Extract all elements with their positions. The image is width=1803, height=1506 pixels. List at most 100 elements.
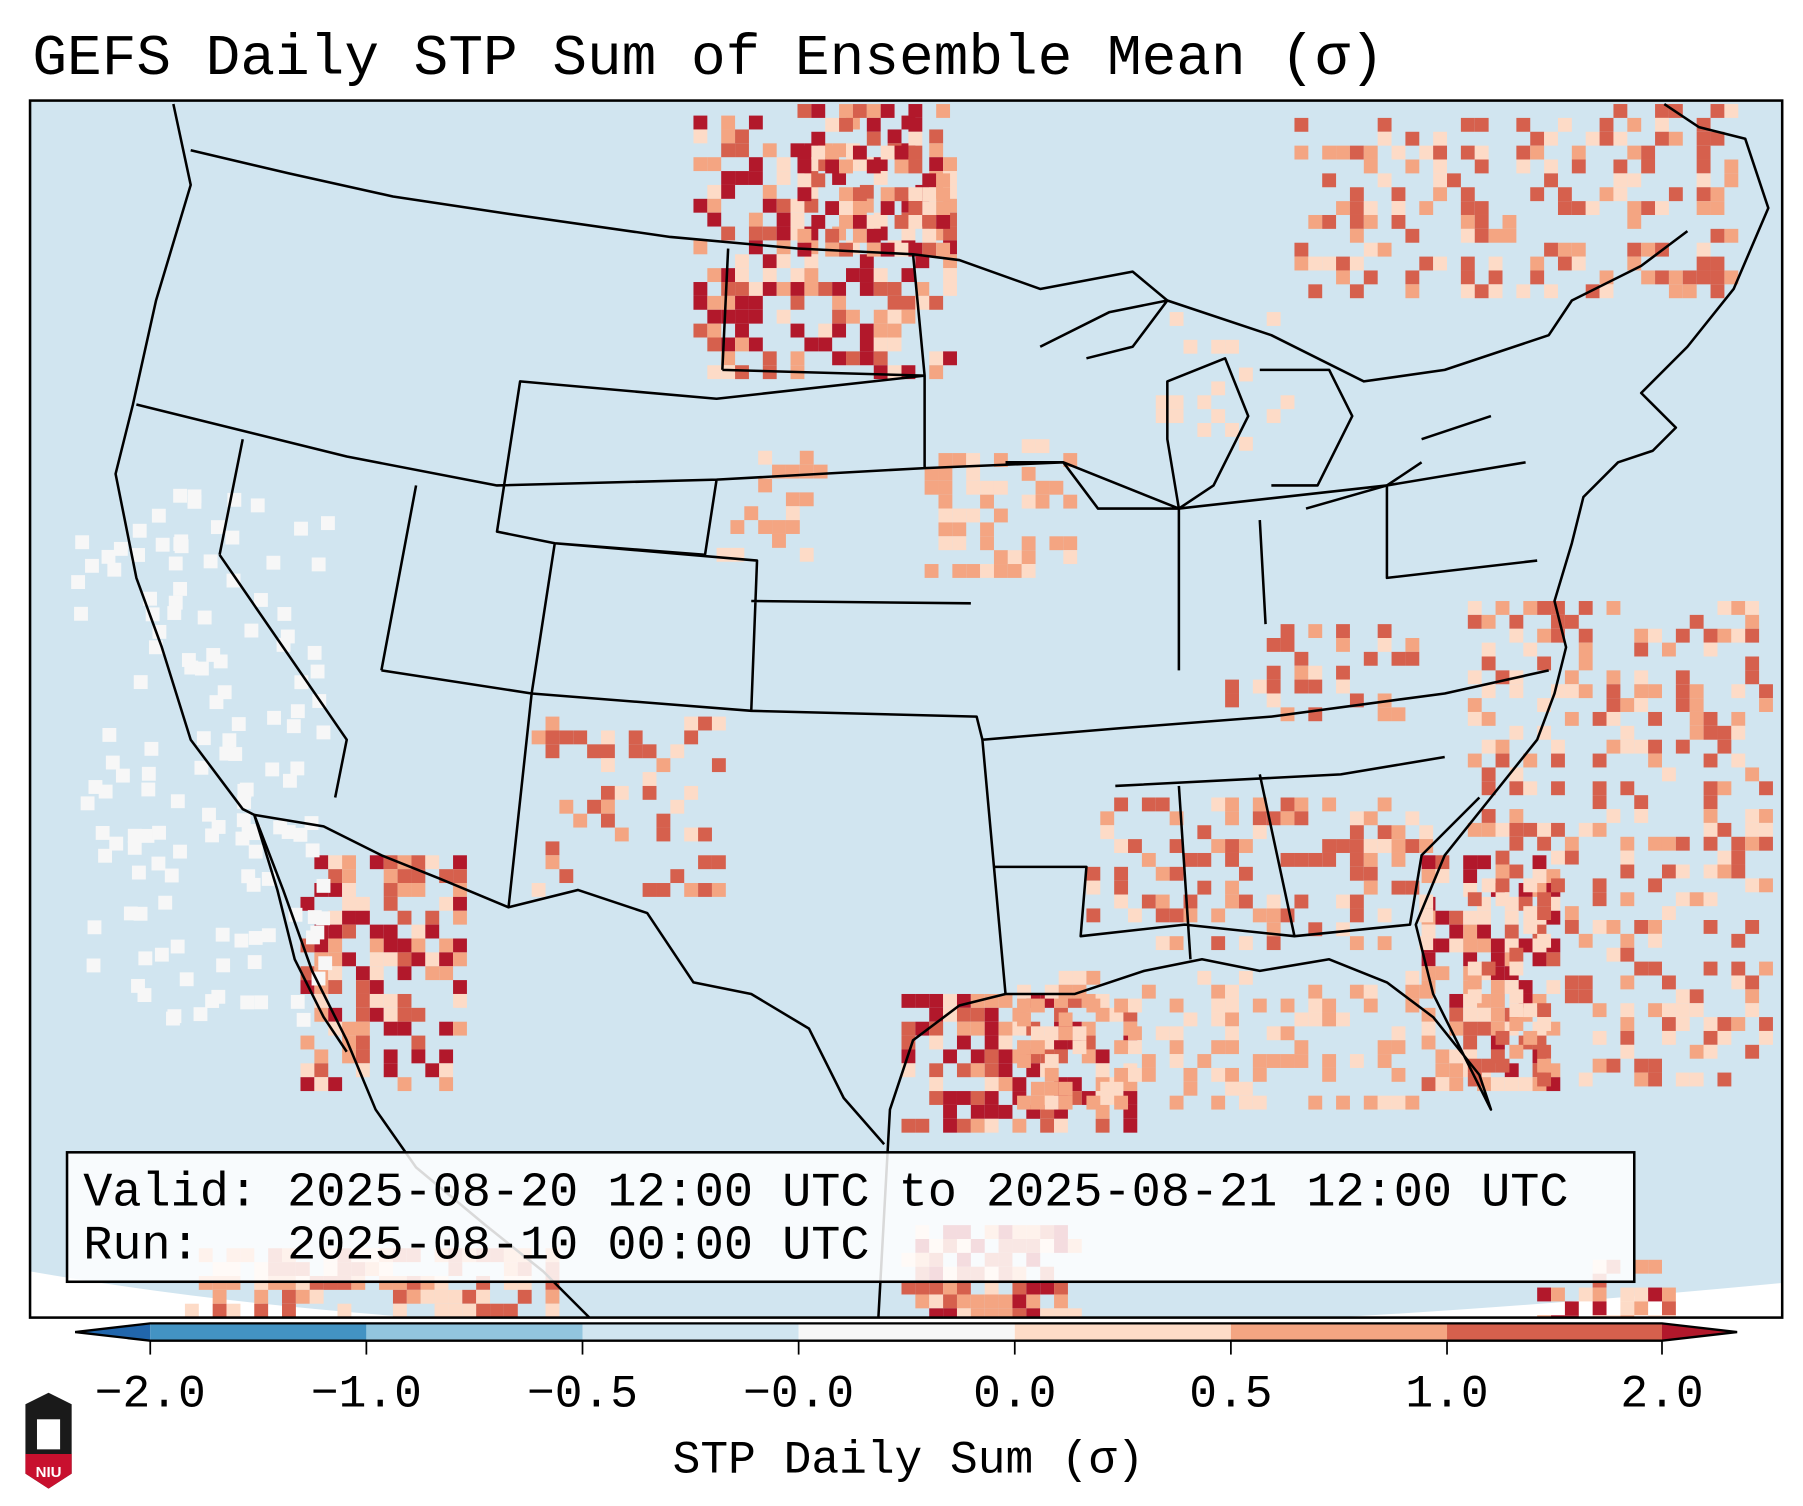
stp-cell	[369, 952, 384, 967]
stp-cell	[1225, 839, 1239, 853]
stp-cell	[929, 365, 944, 380]
stp-cell	[1141, 1054, 1156, 1068]
stp-cell	[1606, 684, 1621, 699]
stp-cell	[1710, 131, 1725, 146]
stp-cell	[267, 710, 281, 725]
stp-cell	[797, 104, 812, 118]
stp-cell	[1502, 228, 1517, 243]
stp-cell	[453, 855, 467, 870]
stp-cell	[1012, 1308, 1027, 1318]
stp-cell	[1537, 1058, 1552, 1073]
stp-cell	[1363, 880, 1378, 895]
stp-cell	[383, 924, 398, 939]
stp-cell	[880, 104, 895, 118]
stp-cell	[194, 760, 209, 775]
stp-cell	[1007, 550, 1022, 565]
stp-cell	[785, 520, 800, 534]
stp-cell	[1668, 284, 1683, 299]
stp-cell	[1336, 922, 1350, 937]
stp-cell	[1634, 684, 1649, 699]
stp-cell	[984, 1021, 999, 1036]
stp-cell	[924, 564, 939, 578]
stp-cell	[1481, 781, 1496, 796]
stp-cell	[231, 717, 246, 731]
stp-cell	[693, 115, 708, 130]
stp-cell	[328, 910, 343, 925]
stp-cell	[1460, 284, 1475, 299]
stp-cell	[1585, 201, 1600, 215]
stp-cell	[1100, 825, 1115, 840]
stp-cell	[980, 494, 994, 509]
stp-cell	[1634, 739, 1649, 754]
stp-cell	[1504, 1077, 1519, 1092]
stp-cell	[1731, 601, 1746, 615]
stp-cell	[1238, 894, 1253, 909]
stp-cell	[342, 924, 356, 939]
stp-cell	[101, 549, 116, 564]
stp-cell	[1620, 698, 1635, 712]
stp-cell	[1183, 339, 1198, 354]
stp-cell	[1613, 159, 1628, 174]
stp-cell	[1294, 1012, 1309, 1027]
stp-cell	[772, 533, 786, 548]
stp-cell	[248, 844, 263, 859]
stp-cell	[1675, 1017, 1690, 1031]
stp-cell	[559, 869, 574, 884]
stp-cell	[1463, 924, 1478, 939]
stp-cell	[1054, 1308, 1068, 1318]
stp-cell	[1336, 270, 1350, 285]
stp-cell	[762, 254, 777, 269]
stp-cell	[113, 541, 128, 556]
stp-cell	[1405, 970, 1420, 985]
stp-cell	[952, 564, 967, 578]
stp-cell	[215, 927, 230, 942]
stp-cell	[980, 536, 994, 551]
stp-cell	[369, 855, 384, 870]
stp-cell	[102, 728, 117, 742]
stp-cell	[1405, 638, 1420, 652]
stp-cell	[1731, 684, 1746, 699]
stp-cell	[1648, 878, 1662, 893]
stp-cell	[355, 980, 370, 994]
stp-cell	[1460, 117, 1475, 132]
stp-cell	[355, 993, 370, 1008]
stp-cell	[235, 831, 250, 846]
stp-cell	[420, 1289, 435, 1304]
stp-cell	[1405, 651, 1420, 666]
stp-cell	[707, 295, 722, 310]
stp-cell	[1696, 187, 1711, 202]
stp-cell	[383, 869, 398, 884]
stp-cell	[684, 716, 699, 731]
stp-cell	[1504, 924, 1519, 939]
stp-cell	[1648, 933, 1662, 948]
stp-cell	[1225, 1067, 1239, 1082]
stp-cell	[383, 883, 398, 897]
stp-cell	[1183, 1067, 1198, 1082]
stp-cell	[721, 309, 736, 324]
stp-cell	[1058, 970, 1073, 985]
stp-cell	[1183, 852, 1198, 867]
stp-cell	[1238, 970, 1253, 985]
stp-cell	[1578, 684, 1593, 699]
stp-cell	[943, 1049, 957, 1064]
stp-cell	[1012, 1280, 1027, 1295]
stp-cell	[866, 228, 881, 243]
stp-cell	[1564, 989, 1579, 1004]
stp-cell	[1294, 811, 1309, 826]
stp-cell	[811, 104, 826, 118]
colorbar-tick-label: 0.0	[973, 1369, 1056, 1421]
stp-cell	[1537, 1287, 1552, 1302]
stp-cell	[1072, 1026, 1087, 1041]
stp-cell	[75, 535, 90, 550]
stp-cell	[1703, 711, 1718, 726]
stp-cell	[1523, 781, 1538, 796]
stp-cell	[1141, 797, 1156, 812]
stp-cell	[1363, 866, 1378, 881]
stp-cell	[1717, 850, 1732, 865]
stp-cell	[922, 173, 937, 188]
stp-cell	[1433, 173, 1448, 188]
stp-cell	[1675, 989, 1690, 1004]
stp-cell	[1433, 159, 1448, 174]
stp-cell	[1592, 892, 1607, 907]
stp-cell	[804, 198, 819, 213]
